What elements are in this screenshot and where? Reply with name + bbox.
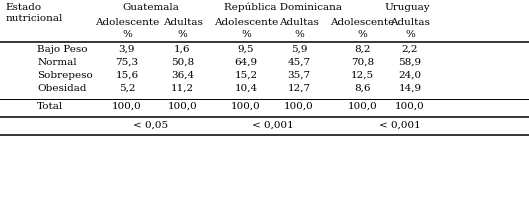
Text: Guatemala: Guatemala <box>122 3 179 12</box>
Text: Total: Total <box>37 102 63 111</box>
Text: Adolescente: Adolescente <box>214 18 278 27</box>
Text: 100,0: 100,0 <box>168 102 197 111</box>
Text: 50,8: 50,8 <box>171 58 194 67</box>
Text: Uruguay: Uruguay <box>385 3 430 12</box>
Text: 5,2: 5,2 <box>118 84 135 93</box>
Text: 70,8: 70,8 <box>351 58 374 67</box>
Text: 12,7: 12,7 <box>287 84 311 93</box>
Text: Adultas: Adultas <box>279 18 319 27</box>
Text: 35,7: 35,7 <box>287 71 311 80</box>
Text: 64,9: 64,9 <box>234 58 258 67</box>
Text: 100,0: 100,0 <box>348 102 377 111</box>
Text: < 0,05: < 0,05 <box>133 121 168 130</box>
Text: < 0,001: < 0,001 <box>252 121 293 130</box>
Text: Estado
nutricional: Estado nutricional <box>5 3 62 23</box>
Text: 8,6: 8,6 <box>354 84 371 93</box>
Text: 24,0: 24,0 <box>398 71 422 80</box>
Text: Adultas: Adultas <box>390 18 430 27</box>
Text: 45,7: 45,7 <box>287 58 311 67</box>
Text: República Dominicana: República Dominicana <box>224 3 342 13</box>
Text: Sobrepeso: Sobrepeso <box>37 71 93 80</box>
Text: 100,0: 100,0 <box>231 102 261 111</box>
Text: 15,2: 15,2 <box>234 71 258 80</box>
Text: 3,9: 3,9 <box>118 45 135 54</box>
Text: Adolescente: Adolescente <box>330 18 395 27</box>
Text: 15,6: 15,6 <box>115 71 139 80</box>
Text: 11,2: 11,2 <box>171 84 194 93</box>
Text: 8,2: 8,2 <box>354 45 371 54</box>
Text: %: % <box>358 30 367 39</box>
Text: %: % <box>122 30 132 39</box>
Text: 58,9: 58,9 <box>398 58 422 67</box>
Text: %: % <box>405 30 415 39</box>
Text: 9,5: 9,5 <box>238 45 254 54</box>
Text: %: % <box>241 30 251 39</box>
Text: 1,6: 1,6 <box>174 45 191 54</box>
Text: Bajo Peso: Bajo Peso <box>37 45 87 54</box>
Text: Obesidad: Obesidad <box>37 84 87 93</box>
Text: Normal: Normal <box>37 58 77 67</box>
Text: 2,2: 2,2 <box>402 45 418 54</box>
Text: 36,4: 36,4 <box>171 71 194 80</box>
Text: Adultas: Adultas <box>162 18 203 27</box>
Text: 75,3: 75,3 <box>115 58 139 67</box>
Text: 10,4: 10,4 <box>234 84 258 93</box>
Text: 12,5: 12,5 <box>351 71 374 80</box>
Text: 5,9: 5,9 <box>290 45 307 54</box>
Text: Adolescente: Adolescente <box>95 18 159 27</box>
Text: 100,0: 100,0 <box>284 102 314 111</box>
Text: %: % <box>178 30 187 39</box>
Text: 100,0: 100,0 <box>395 102 425 111</box>
Text: %: % <box>294 30 304 39</box>
Text: < 0,001: < 0,001 <box>379 121 420 130</box>
Text: 100,0: 100,0 <box>112 102 142 111</box>
Text: 14,9: 14,9 <box>398 84 422 93</box>
